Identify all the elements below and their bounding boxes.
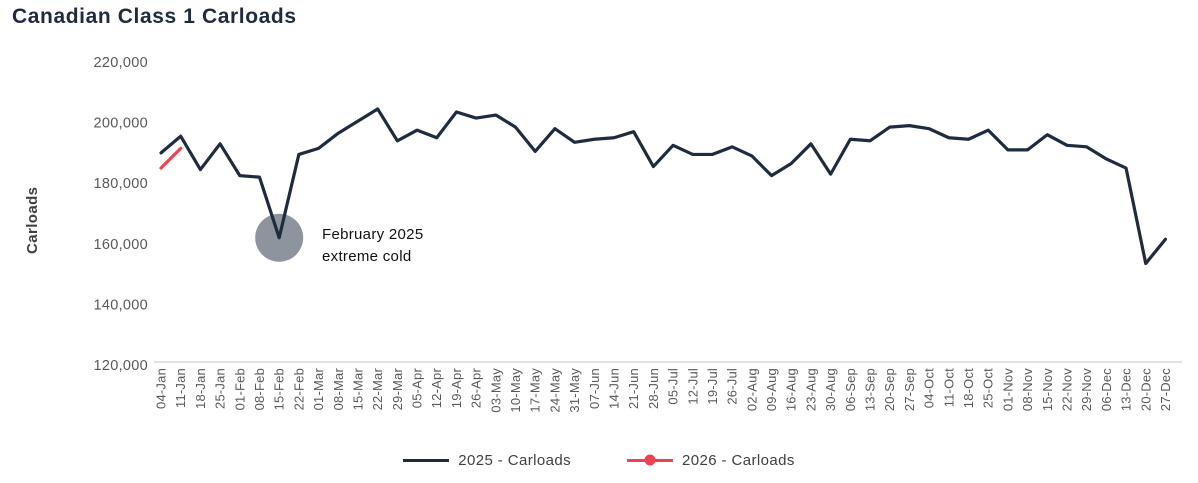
x-tick-label: 22-Feb — [291, 368, 306, 410]
x-tick-label: 04-Jan — [154, 368, 169, 409]
x-tick-label: 03-May — [488, 368, 503, 413]
x-tick-label: 29-Mar — [390, 368, 405, 411]
x-tick-label: 29-Nov — [1079, 368, 1094, 411]
x-tick-label: 27-Sep — [902, 368, 917, 411]
x-tick-label: 15-Mar — [350, 368, 365, 411]
x-tick-label: 20-Dec — [1138, 368, 1153, 411]
x-tick-label: 13-Dec — [1119, 368, 1134, 411]
x-tick-label: 15-Feb — [272, 368, 287, 410]
x-tick-label: 18-Oct — [961, 368, 976, 408]
x-tick-label: 18-Jan — [193, 368, 208, 409]
x-tick-label: 16-Aug — [784, 368, 799, 411]
legend-item-2025: 2025 - Carloads — [403, 452, 571, 469]
x-tick-label: 25-Jan — [213, 368, 228, 409]
y-tick-label: 140,000 — [93, 297, 148, 313]
x-tick-label: 22-Nov — [1059, 368, 1074, 411]
legend-line-swatch-2026 — [627, 454, 673, 466]
annotation-text: February 2025 extreme cold — [322, 224, 423, 268]
x-tick-label: 23-Aug — [803, 368, 818, 411]
legend-marker-dot-2026 — [644, 454, 656, 466]
x-tick-label: 19-Apr — [449, 368, 464, 409]
x-tick-label: 01-Mar — [311, 368, 326, 411]
x-tick-label: 27-Dec — [1158, 368, 1173, 411]
y-tick-label: 220,000 — [93, 55, 148, 71]
chart-title: Canadian Class 1 Carloads — [12, 5, 297, 28]
legend-item-2026: 2026 - Carloads — [627, 452, 795, 469]
x-tick-label: 06-Sep — [843, 368, 858, 411]
x-tick-label: 10-May — [508, 368, 523, 413]
x-tick-label: 25-Oct — [981, 368, 996, 408]
y-tick-label: 200,000 — [93, 116, 148, 132]
x-tick-label: 13-Sep — [863, 368, 878, 411]
x-tick-label: 28-Jun — [646, 368, 661, 409]
x-tick-label: 12-Apr — [429, 368, 444, 409]
x-tick-label: 31-May — [567, 368, 582, 413]
legend-line-swatch-2025 — [403, 458, 450, 462]
y-tick-label: 160,000 — [93, 237, 148, 253]
x-tick-label: 26-Apr — [469, 368, 484, 409]
x-tick-label: 11-Jan — [173, 368, 188, 408]
x-tick-label: 21-Jun — [626, 368, 641, 409]
x-tick-label: 08-Nov — [1020, 368, 1035, 411]
x-tick-label: 30-Aug — [823, 368, 838, 411]
x-tick-label: 06-Dec — [1099, 368, 1114, 411]
y-tick-label: 120,000 — [93, 358, 148, 374]
chart-legend: 2025 - Carloads 2026 - Carloads — [0, 444, 1198, 476]
y-tick-label: 180,000 — [93, 176, 148, 192]
series-line-2026 — [159, 146, 183, 170]
x-tick-label: 20-Sep — [882, 368, 897, 411]
x-tick-label: 17-May — [528, 368, 543, 413]
annotation-line2: extreme cold — [322, 248, 412, 265]
x-tick-label: 07-Jun — [587, 368, 602, 409]
legend-label-2025: 2025 - Carloads — [458, 451, 571, 469]
x-tick-label: 19-Jul — [705, 368, 720, 405]
x-tick-label: 01-Nov — [1000, 368, 1015, 411]
x-tick-label: 11-Oct — [941, 368, 956, 407]
x-tick-label: 22-Mar — [370, 368, 385, 411]
x-tick-label: 05-Apr — [410, 368, 425, 409]
x-tick-label: 09-Aug — [764, 368, 779, 411]
x-tick-label: 08-Feb — [252, 368, 267, 410]
series-line-2025 — [159, 107, 1168, 266]
x-tick-label: 05-Jul — [666, 368, 681, 405]
x-tick-label: 04-Oct — [922, 368, 937, 408]
x-tick-label: 24-May — [547, 368, 562, 413]
x-tick-label: 01-Feb — [232, 368, 247, 410]
x-tick-label: 02-Aug — [744, 368, 759, 411]
annotation-line1: February 2025 — [322, 226, 424, 243]
x-tick-label: 12-Jul — [685, 368, 700, 405]
x-tick-label: 15-Nov — [1040, 368, 1055, 411]
x-tick-label: 14-Jun — [606, 368, 621, 409]
x-tick-label: 26-Jul — [725, 368, 740, 405]
legend-label-2026: 2026 - Carloads — [682, 451, 795, 469]
x-tick-label: 08-Mar — [331, 368, 346, 411]
